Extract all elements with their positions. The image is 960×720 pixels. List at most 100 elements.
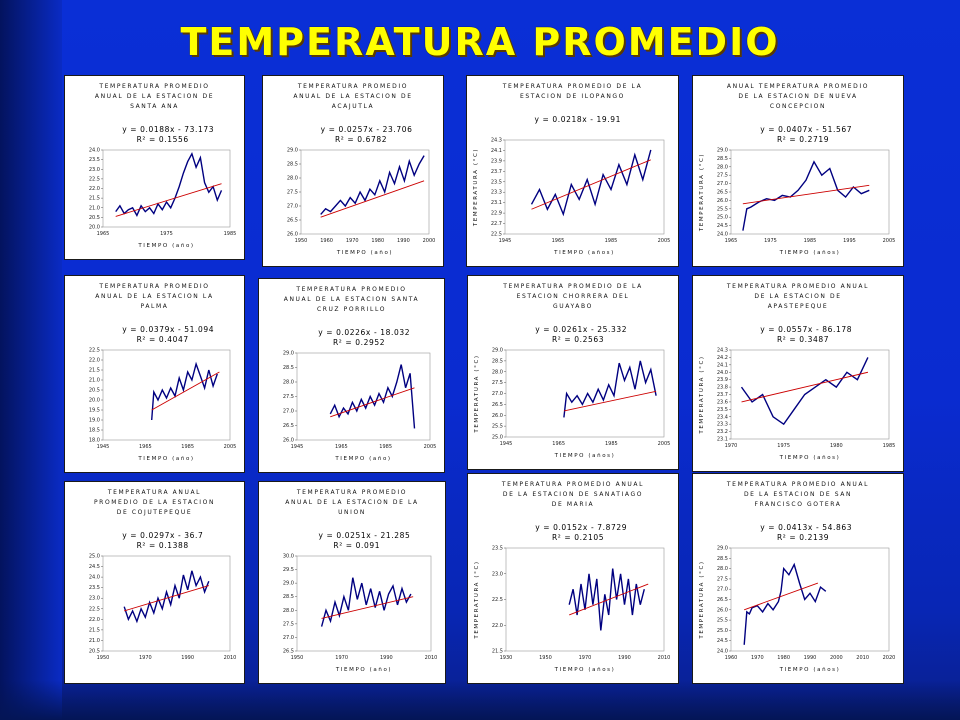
linear-trend-line	[115, 183, 222, 217]
x-axis-label: TIEMPO (año)	[137, 243, 194, 249]
x-tick-label: 1965	[552, 441, 565, 447]
chart-title-line: TEMPERATURA PROMEDIO	[296, 489, 407, 496]
chart-svg: TEMPERATURA PROMEDIO DE LA ESTACION CHORR…	[474, 283, 670, 459]
temperature-series-line	[740, 357, 869, 426]
y-tick-label: 27.0	[283, 409, 294, 415]
chart-title-line: ANUAL TEMPERATURA PROMEDIO	[727, 83, 869, 90]
plot-area	[102, 555, 231, 652]
chart-title-line: TEMPERATURA PROMEDIO ANUAL	[726, 481, 869, 488]
x-tick-label: 1985	[883, 443, 896, 449]
x-tick-label: 2005	[224, 444, 237, 450]
plot-area	[505, 547, 665, 652]
y-tick-label: 22.5	[89, 348, 100, 354]
linear-trend-line	[124, 585, 209, 612]
chart-title-line: DE COJUTEPEQUE	[117, 509, 193, 516]
x-tick-label: 1970	[579, 655, 592, 661]
y-tick-label: 21.5	[492, 649, 503, 655]
y-tick-label: 28.5	[717, 156, 728, 162]
trend-equation: y = 0.0218x - 19.91	[535, 115, 622, 124]
plot-area	[296, 555, 432, 652]
linear-trend-line	[321, 596, 414, 619]
x-tick-label: 1945	[499, 238, 512, 244]
y-tick-label: 24.0	[717, 370, 728, 376]
chart-title-line: GUAYABO	[553, 303, 593, 310]
chart-title-line: DE LA ESTACION DE SANATIAGO	[503, 491, 643, 498]
chart-card-chorrera-del-guayabo: TEMPERATURA PROMEDIO DE LA ESTACION CHORR…	[467, 275, 679, 470]
trend-equation: y = 0.0413x - 54.863	[760, 523, 852, 532]
y-tick-label: 21.5	[89, 368, 100, 374]
x-tick-label: 1965	[335, 444, 348, 450]
y-tick-label: 24.1	[717, 362, 728, 368]
chart-svg: TEMPERATURA PROMEDIO ANUAL DE LA ESTACION…	[283, 489, 438, 673]
x-tick-label: 1985	[379, 444, 392, 450]
temperature-series-line	[742, 160, 870, 231]
y-tick-label: 29.0	[287, 148, 298, 154]
chart-title-line: FRANCISCO GOTERA	[754, 501, 841, 508]
y-tick-label: 20.5	[89, 388, 100, 394]
y-tick-label: 23.7	[717, 392, 728, 398]
r-squared: R² = 0.3487	[777, 335, 829, 344]
y-tick-label: 28.0	[283, 608, 294, 614]
x-tick-label: 2005	[658, 238, 671, 244]
y-tick-label: 22.5	[492, 597, 503, 603]
x-tick-label: 1970	[751, 655, 764, 661]
x-tick-label: 1965	[552, 238, 565, 244]
y-tick-label: 28.5	[283, 594, 294, 600]
y-tick-label: 23.5	[491, 179, 502, 185]
plot-area	[296, 352, 431, 441]
x-tick-label: 1990	[397, 238, 410, 244]
y-tick-label: 21.0	[89, 205, 100, 211]
x-tick-label: 1970	[725, 443, 738, 449]
y-tick-label: 20.5	[89, 215, 100, 221]
y-tick-label: 22.0	[492, 623, 503, 629]
y-tick-label: 26.5	[717, 597, 728, 603]
slide-title: TEMPERATURA PROMEDIO	[180, 20, 780, 64]
r-squared: R² = 0.1388	[137, 541, 189, 550]
x-tick-label: 1990	[618, 655, 631, 661]
y-tick-label: 26.5	[717, 190, 728, 196]
y-tick-label: 23.5	[492, 546, 503, 552]
y-tick-label: 23.5	[89, 157, 100, 163]
x-tick-label: 1945	[97, 444, 110, 450]
x-tick-label: 1950	[295, 238, 308, 244]
chart-title-line: APASTEPEQUE	[768, 303, 829, 310]
y-tick-label: 23.9	[717, 377, 728, 383]
x-tick-label: 1980	[777, 655, 790, 661]
x-tick-label: 2010	[658, 655, 671, 661]
plot-area	[102, 349, 231, 441]
chart-svg: ANUAL TEMPERATURA PROMEDIO DE LA ESTACION…	[699, 83, 895, 256]
y-tick-label: 24.5	[89, 564, 100, 570]
chart-title-line: ACAJUTLA	[332, 103, 375, 110]
x-tick-label: 1960	[320, 238, 333, 244]
chart-title-line: TEMPERATURA PROMEDIO	[98, 83, 209, 90]
trend-equation: y = 0.0251x - 21.285	[319, 531, 411, 540]
chart-title-line: DE LA ESTACION DE	[754, 293, 841, 300]
chart-title-line: CRUZ PORRILLO	[317, 306, 386, 313]
chart-title-line: TEMPERATURA ANUAL	[107, 489, 201, 496]
y-tick-label: 23.8	[717, 385, 728, 391]
y-tick-label: 27.0	[717, 587, 728, 593]
x-tick-label: 1970	[346, 238, 359, 244]
y-axis-label: TEMPERATURA (°C)	[474, 354, 480, 433]
x-tick-label: 1985	[605, 441, 618, 447]
y-tick-label: 24.3	[491, 138, 502, 144]
y-tick-label: 26.0	[492, 413, 503, 419]
x-tick-label: 2000	[423, 238, 436, 244]
y-tick-label: 22.5	[89, 606, 100, 612]
x-tick-label: 1950	[539, 655, 552, 661]
r-squared: R² = 0.6782	[335, 135, 387, 144]
r-squared: R² = 0.091	[333, 541, 380, 550]
y-tick-label: 28.0	[492, 369, 503, 375]
y-tick-label: 29.0	[717, 546, 728, 552]
x-tick-label: 1970	[139, 655, 152, 661]
r-squared: R² = 0.2952	[333, 338, 385, 347]
linear-trend-line	[320, 180, 425, 218]
chart-title-line: DE MARIA	[552, 501, 594, 508]
chart-card-ilopango: TEMPERATURA PROMEDIO DE LA ESTACION DE IL…	[466, 75, 679, 267]
y-tick-label: 27.5	[287, 190, 298, 196]
y-tick-label: 25.0	[89, 554, 100, 560]
x-tick-label: 1950	[97, 655, 110, 661]
linear-trend-line	[742, 184, 870, 205]
y-axis-label: TEMPERATURA (°C)	[699, 355, 705, 434]
r-squared: R² = 0.2105	[552, 533, 604, 542]
